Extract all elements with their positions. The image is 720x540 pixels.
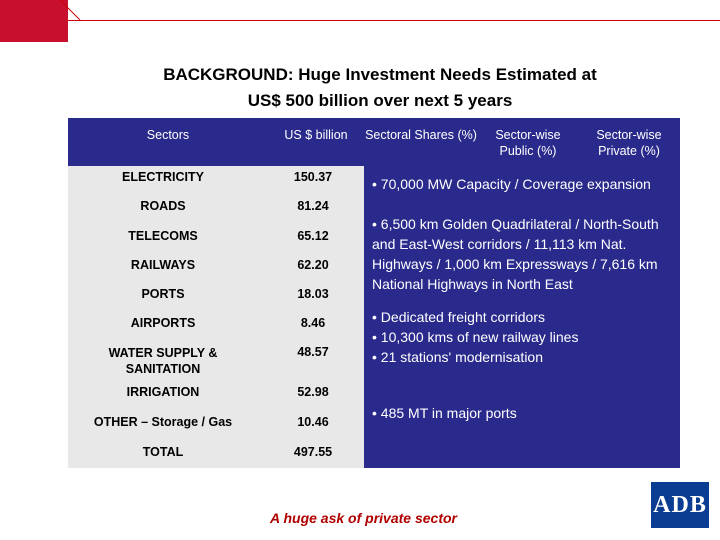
top-decoration-bar [0, 0, 720, 21]
sector-name: OTHER – Storage / Gas [93, 415, 233, 429]
sector-value: 10.46 [297, 415, 329, 429]
sector-value: 62.20 [297, 258, 329, 272]
note-electricity: • 70,000 MW Capacity / Coverage expansio… [372, 176, 651, 192]
sector-name: TELECOMS [128, 229, 198, 243]
note-ports: • 485 MT in major ports [372, 405, 517, 421]
sector-name: TOTAL [142, 445, 184, 459]
sector-name: RAILWAYS [130, 258, 196, 272]
note-railways: • Dedicated freight corridors • 10,300 k… [372, 309, 579, 365]
corner-decoration [0, 0, 68, 42]
sector-value: 48.57 [297, 345, 329, 359]
table-right-body [364, 166, 680, 468]
sector-value: 150.37 [293, 170, 333, 184]
table-left-body [68, 166, 364, 468]
diagonal-decoration [60, 0, 81, 20]
header-sectoral-shares: Sectoral Shares (%) [364, 118, 478, 166]
investment-table: Sectors US $ billion Sectoral Shares (%)… [68, 118, 680, 468]
adb-logo: ADB [651, 482, 709, 528]
sector-value: 65.12 [297, 229, 329, 243]
sector-name: PORTS [141, 287, 185, 301]
slide-title: BACKGROUND: Huge Investment Needs Estima… [80, 62, 680, 114]
sector-value: 18.03 [297, 287, 329, 301]
sector-value: 52.98 [297, 385, 329, 399]
sector-name: ROADS [140, 199, 186, 213]
sector-name: IRRIGATION [126, 385, 200, 399]
sector-name: AIRPORTS [130, 316, 196, 330]
title-line-1: BACKGROUND: Huge Investment Needs Estima… [163, 65, 597, 84]
note-roads: • 6,500 km Golden Quadrilateral / North-… [372, 216, 659, 292]
header-public: Sector-wise Public (%) [478, 118, 578, 166]
sector-value: 81.24 [297, 199, 329, 213]
sector-name: ELECTRICITY [122, 170, 204, 184]
title-line-2: US$ 500 billion over next 5 years [247, 91, 513, 110]
sector-name: WATER SUPPLY & SANITATION [108, 346, 218, 376]
footer-caption: A huge ask of private sector [270, 510, 457, 526]
header-sectors: Sectors [68, 118, 268, 166]
header-private: Sector-wise Private (%) [578, 118, 680, 166]
sector-value: 497.55 [293, 445, 333, 459]
header-us-billion: US $ billion [268, 118, 364, 166]
sector-value: 8.46 [300, 316, 326, 330]
